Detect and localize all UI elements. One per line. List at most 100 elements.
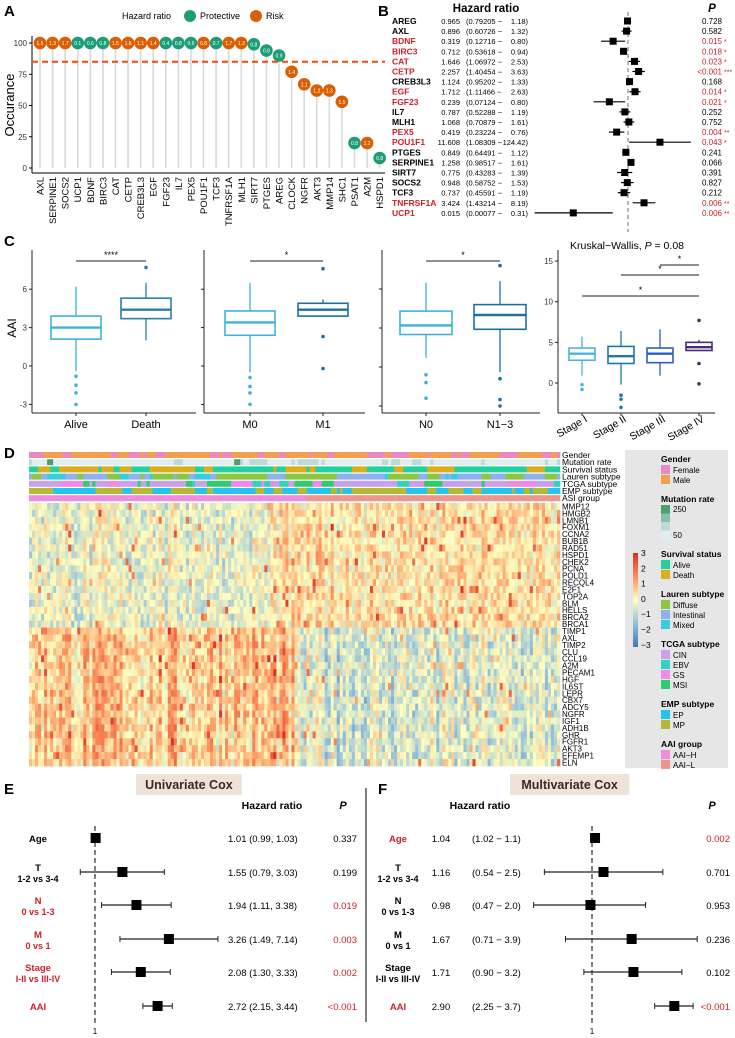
heatmap-cell [56, 544, 60, 552]
heatmap-cell [418, 565, 422, 573]
annotation-cell [496, 466, 500, 473]
annotation-cell [526, 488, 531, 494]
heatmap-cell [59, 537, 63, 545]
annotation-cell [451, 473, 455, 480]
annotation-cell [68, 473, 72, 480]
annotation-cell [261, 488, 265, 494]
heatmap-cell [197, 551, 202, 559]
heatmap-cell [173, 620, 178, 628]
annotation-cell [547, 473, 552, 480]
annotation-cell [442, 480, 446, 487]
annotation-cell [306, 480, 310, 487]
x-tick-label: Alive [64, 419, 88, 431]
annotation-cell [77, 488, 81, 494]
annotation-cell [484, 473, 488, 480]
heatmap-cell [246, 516, 250, 525]
heatmap-cell [466, 620, 470, 628]
gene-row-label: BUB1B [562, 537, 588, 546]
heatmap-cell [231, 558, 235, 566]
annotation-label: Mutation rate [562, 457, 612, 467]
heatmap-cell [321, 551, 325, 559]
heatmap-cell [415, 613, 419, 621]
annotation-cell [179, 480, 184, 487]
outlier-point [248, 375, 252, 380]
outlier-point [321, 266, 325, 271]
heatmap-cell [439, 620, 443, 628]
heatmap-cell [158, 544, 163, 552]
annotation-cell [276, 495, 280, 502]
heatmap-cell [243, 586, 247, 594]
heatmap-cell [345, 558, 350, 566]
heatmap-cell [255, 579, 259, 587]
heatmap-cell [306, 544, 310, 552]
annotation-cell [520, 452, 525, 458]
annotation-cell [415, 466, 419, 473]
annotation-cell [445, 473, 449, 480]
annotation-cell [442, 466, 446, 473]
heatmap-cell [200, 613, 205, 621]
heatmap-cell [409, 558, 413, 566]
annotation-cell [366, 459, 371, 466]
heatmap-cell [336, 572, 341, 580]
annotation-cell [372, 495, 377, 502]
annotation-cell [457, 480, 461, 487]
annotation-cell [116, 459, 120, 466]
annotation-cell [173, 488, 178, 494]
heatmap-cell [83, 544, 87, 552]
annotation-cell [95, 495, 99, 502]
heatmap-cell [71, 558, 75, 566]
heatmap-cell [544, 620, 549, 628]
heatmap-cell [409, 579, 413, 587]
annotation-cell [222, 488, 226, 494]
heatmap-cell [128, 579, 132, 587]
heatmap-cell [418, 516, 422, 525]
heatmap-cell [412, 523, 416, 531]
heatmap-cell [442, 599, 446, 608]
heatmap-cell [89, 509, 93, 518]
heatmap-cell [219, 606, 223, 615]
heatmap-cell [526, 620, 531, 628]
heatmap-cell [327, 509, 332, 518]
outlier-point [248, 391, 252, 395]
annotation-cell [333, 480, 338, 487]
heatmap-cell [101, 509, 105, 518]
heatmap-cell [134, 599, 138, 608]
annotation-cell [490, 452, 494, 458]
heatmap-cell [113, 503, 117, 511]
heatmap-cell [478, 558, 482, 566]
heatmap-cell [116, 606, 120, 615]
heatmap-cell [240, 523, 244, 531]
heatmap-cell [80, 551, 84, 559]
heatmap-cell [342, 551, 347, 559]
heatmap-cell [146, 579, 150, 587]
annotation-cell [381, 459, 386, 466]
annotation-cell [493, 473, 497, 480]
annotation-cell [472, 480, 476, 487]
annotation-cell [339, 473, 344, 480]
annotation-cell [200, 452, 205, 458]
heatmap-cell [318, 592, 322, 601]
heatmap-cell [267, 620, 271, 628]
heatmap-cell [213, 599, 217, 608]
heatmap-cell [457, 586, 461, 594]
heatmap-cell [499, 613, 503, 621]
heatmap-cell [95, 565, 99, 573]
heatmap-cell [324, 503, 328, 511]
annotation-cell [197, 495, 202, 502]
annotation-cell [170, 473, 175, 480]
annotation-cell [544, 466, 549, 473]
heatmap-cell [210, 544, 214, 552]
annotation-cell [478, 495, 482, 502]
heatmap-cell [234, 530, 238, 538]
heatmap-cell [80, 613, 84, 621]
annotation-cell [216, 452, 220, 458]
heatmap-cell [131, 586, 135, 594]
annotation-cell [77, 480, 81, 487]
annotation-cell [255, 488, 259, 494]
ci-lower: (0.43283 − [466, 169, 503, 178]
heatmap-cell [544, 516, 549, 525]
heatmap-cell [303, 551, 307, 559]
heatmap-cell [116, 509, 120, 518]
heatmap-cell [366, 613, 371, 621]
heatmap-cell [424, 530, 428, 538]
